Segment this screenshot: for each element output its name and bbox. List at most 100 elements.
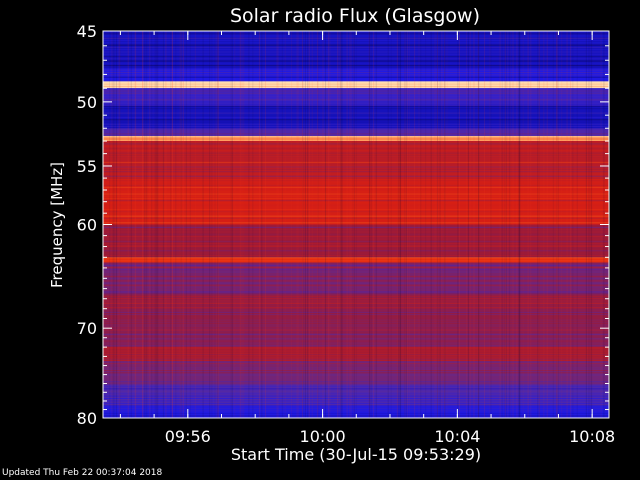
band-texture-line: [103, 202, 609, 204]
time-streak: [175, 31, 177, 418]
band-texture-line: [103, 121, 609, 123]
time-streak: [490, 31, 492, 418]
band-texture-line: [103, 119, 609, 121]
time-streak: [406, 31, 408, 418]
time-streak: [337, 31, 339, 418]
band-texture-line: [103, 154, 609, 156]
time-streak: [396, 31, 398, 418]
time-streak: [291, 31, 293, 418]
time-streak: [217, 31, 219, 418]
time-streak: [277, 31, 279, 418]
band-texture-line: [103, 143, 609, 145]
band-texture-line: [103, 331, 609, 333]
band-texture-line: [103, 213, 609, 215]
time-streak: [182, 31, 184, 418]
time-streak: [327, 31, 329, 418]
band-texture-line: [103, 200, 609, 202]
time-streak: [457, 31, 459, 418]
time-streak: [591, 31, 593, 418]
band-texture-line: [103, 300, 609, 302]
band-texture-line: [103, 282, 609, 284]
band-texture-line: [103, 150, 609, 152]
band-texture-line: [103, 412, 609, 414]
time-streak: [566, 31, 568, 418]
band-texture-line: [103, 148, 609, 150]
time-streak: [353, 31, 355, 418]
time-streak: [441, 31, 443, 418]
band-texture-line: [103, 58, 609, 60]
time-streak: [405, 31, 407, 418]
time-streak: [346, 31, 348, 418]
band-texture-line: [103, 117, 609, 119]
band-texture-line: [103, 175, 609, 177]
band-texture-line: [103, 257, 609, 259]
band-texture-line: [103, 250, 609, 252]
band-texture-line: [103, 370, 609, 372]
band-texture-line: [103, 354, 609, 356]
time-streak: [118, 31, 120, 418]
band-texture-line: [103, 304, 609, 306]
band-texture-line: [103, 313, 609, 315]
band-texture-line: [103, 410, 609, 412]
time-streak: [134, 31, 136, 418]
band-texture-line: [103, 69, 609, 71]
band-texture-line: [103, 126, 609, 128]
time-streak: [398, 31, 400, 418]
band-texture-line: [103, 390, 609, 392]
y-tick-label: 55: [77, 157, 97, 176]
time-streak: [297, 31, 299, 418]
time-streak: [162, 31, 164, 418]
time-streak: [570, 31, 572, 418]
time-streak: [211, 31, 213, 418]
band-texture-line: [103, 76, 609, 78]
band-texture-line: [103, 152, 609, 154]
band-texture-line: [103, 293, 609, 295]
band-texture-line: [103, 378, 609, 380]
band-texture-line: [103, 365, 609, 367]
band-texture-line: [103, 189, 609, 191]
time-streak: [234, 31, 236, 418]
y-tick-label: 60: [77, 216, 97, 235]
band-texture-line: [103, 178, 609, 180]
x-tick-label: 10:04: [434, 427, 480, 446]
time-streak: [444, 31, 446, 418]
chart-title: Solar radio Flux (Glasgow): [230, 5, 480, 27]
band-texture-line: [103, 206, 609, 208]
time-streak: [337, 31, 339, 418]
y-tick-label: 70: [77, 319, 97, 338]
time-streak: [181, 31, 183, 418]
band-texture-line: [103, 295, 609, 297]
band-texture-line: [103, 287, 609, 289]
time-streak: [217, 31, 219, 418]
time-streak: [590, 31, 592, 418]
band-texture-line: [103, 226, 609, 228]
band-texture-line: [103, 372, 609, 374]
time-streak: [301, 31, 303, 418]
time-streak: [399, 31, 401, 418]
time-streak: [261, 31, 263, 418]
band-texture-line: [103, 405, 609, 407]
band-texture-line: [103, 284, 609, 286]
time-streak: [119, 31, 121, 418]
band-texture-line: [103, 325, 609, 327]
time-streak: [397, 31, 399, 418]
band-texture-line: [103, 211, 609, 213]
x-tick-label: 10:08: [569, 427, 615, 446]
time-streak: [469, 31, 471, 418]
time-streak: [322, 31, 324, 418]
time-streak: [127, 31, 129, 418]
band-texture-line: [103, 347, 609, 349]
band-texture-line: [103, 333, 609, 335]
band-texture-line: [103, 361, 609, 363]
band-texture-line: [103, 316, 609, 318]
time-streak: [215, 31, 217, 418]
band-texture-line: [103, 400, 609, 402]
band-texture-line: [103, 289, 609, 291]
time-streak: [576, 31, 578, 418]
band-texture-line: [103, 35, 609, 37]
band-texture-line: [103, 224, 609, 226]
time-streak: [557, 31, 559, 418]
band-texture-line: [103, 138, 609, 140]
time-streak: [231, 31, 233, 418]
time-streak: [276, 31, 278, 418]
